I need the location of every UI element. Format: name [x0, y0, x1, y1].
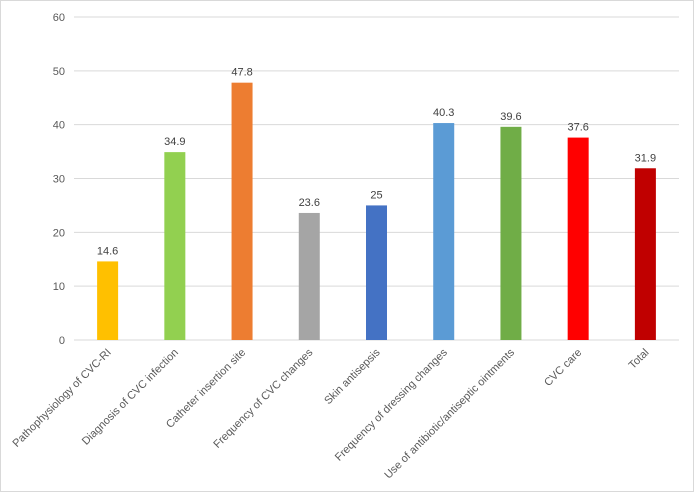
bar — [164, 152, 186, 340]
bar-value-label: 31.9 — [635, 152, 656, 164]
x-category-label: Frequency of dressing changes — [333, 346, 450, 463]
bar — [366, 205, 387, 340]
bar — [567, 137, 589, 340]
bars — [97, 82, 656, 340]
y-tick-label: 60 — [53, 12, 65, 24]
bar — [634, 168, 656, 340]
x-category-label: Skin antisepsis — [322, 346, 383, 407]
y-axis-ticks: 0 10 20 30 40 50 60 — [53, 12, 65, 347]
x-category-label: Use of antibiotic/antiseptic ointments — [382, 346, 517, 481]
y-tick-label: 40 — [53, 120, 65, 132]
y-tick-label: 10 — [53, 281, 65, 293]
data-labels: 14.6 34.9 47.8 23.6 25 40.3 39.6 37.6 31.9 — [97, 67, 656, 258]
y-tick-label: 0 — [59, 335, 65, 347]
x-category-label: Total — [627, 347, 652, 372]
bar — [500, 126, 522, 340]
bar-value-label: 37.6 — [567, 122, 588, 134]
bar-value-label: 34.9 — [164, 136, 185, 148]
bar-value-label: 25 — [370, 189, 382, 201]
bar-value-label: 23.6 — [299, 197, 320, 209]
bar-value-label: 14.6 — [97, 245, 118, 257]
bar-value-label: 47.8 — [231, 67, 252, 79]
bar-value-label: 40.3 — [433, 107, 454, 119]
bar-value-label: 39.6 — [500, 111, 521, 123]
x-category-label: CVC care — [542, 347, 584, 389]
y-tick-label: 30 — [53, 174, 65, 186]
bar — [231, 82, 253, 340]
bar — [433, 123, 455, 340]
bar — [298, 212, 320, 340]
bar — [97, 261, 119, 340]
y-tick-label: 50 — [53, 66, 65, 78]
y-tick-label: 20 — [53, 227, 65, 239]
